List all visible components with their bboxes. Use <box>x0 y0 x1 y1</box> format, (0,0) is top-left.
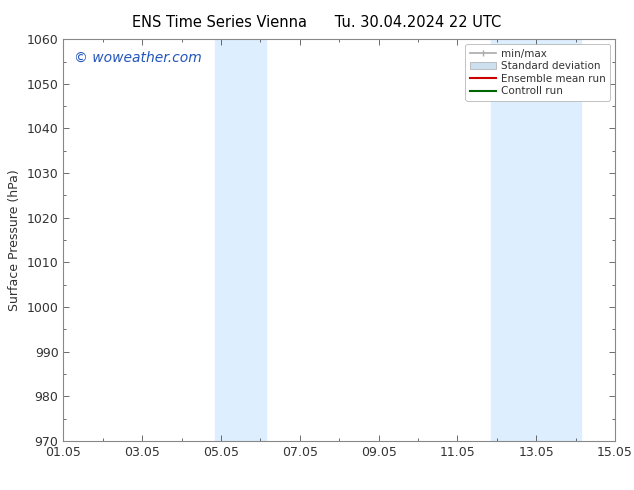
Legend: min/max, Standard deviation, Ensemble mean run, Controll run: min/max, Standard deviation, Ensemble me… <box>465 45 610 100</box>
Bar <box>491 39 581 441</box>
Y-axis label: Surface Pressure (hPa): Surface Pressure (hPa) <box>8 169 21 311</box>
Text: ENS Time Series Vienna      Tu. 30.04.2024 22 UTC: ENS Time Series Vienna Tu. 30.04.2024 22… <box>133 15 501 30</box>
Text: © woweather.com: © woweather.com <box>74 51 202 65</box>
Bar <box>215 39 266 441</box>
